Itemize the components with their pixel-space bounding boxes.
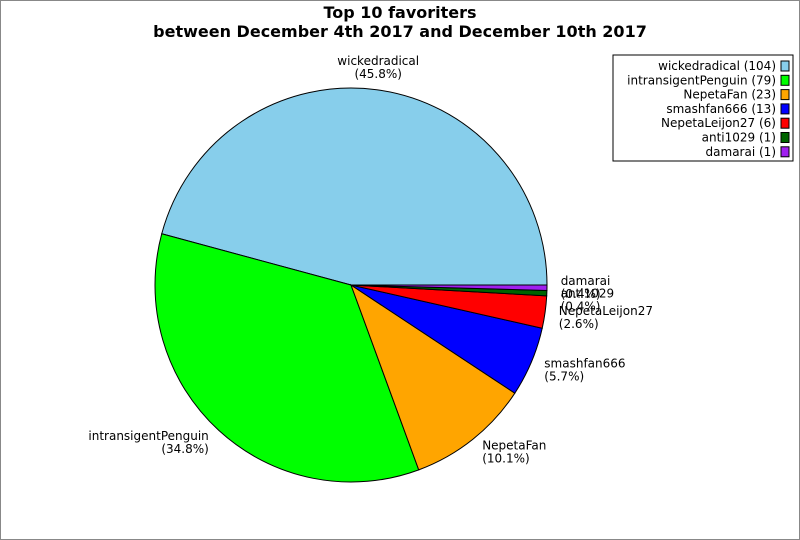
slice-percent-intransigentpenguin: (34.8%)	[161, 442, 208, 456]
legend-label-wickedradical: wickedradical (104)	[658, 59, 776, 73]
slice-label-damarai: damarai	[561, 274, 611, 288]
slice-percent-damarai: (0.4%)	[561, 287, 601, 301]
chart-subtitle: between December 4th 2017 and December 1…	[153, 22, 647, 41]
slice-percent-anti1029: (0.4%)	[561, 300, 601, 314]
slice-percent-wickedradical: (45.8%)	[354, 67, 401, 81]
slice-label-nepetafan: NepetaFan	[482, 439, 546, 453]
slice-label-intransigentpenguin: intransigentPenguin	[88, 429, 208, 443]
slice-label-wickedradical: wickedradical	[337, 54, 419, 68]
legend-swatch-smashfan666	[780, 103, 790, 115]
legend-swatch-intransigentpenguin	[780, 74, 790, 86]
legend-box	[612, 54, 794, 162]
legend: wickedradical (104)intransigentPenguin (…	[612, 54, 794, 162]
legend-swatch-damarai	[780, 146, 790, 158]
slice-wickedradical	[161, 87, 548, 286]
legend-label-smashfan666: smashfan666 (13)	[666, 102, 776, 116]
legend-swatch-nepetafan	[780, 89, 790, 101]
slice-labels: wickedradical(45.8%)intransigentPenguin(…	[88, 54, 653, 466]
slice-nepetafan	[350, 283, 516, 471]
slice-label-smashfan666: smashfan666	[544, 357, 625, 371]
legend-label-intransigentpenguin: intransigentPenguin (79)	[627, 73, 776, 87]
slice-label-anti1029: anti1029	[561, 287, 615, 301]
legend-swatch-wickedradical	[780, 60, 790, 72]
slice-damarai	[350, 284, 548, 291]
legend-swatch-nepetaleijon27	[780, 117, 790, 129]
slice-percent-nepetafan: (10.1%)	[482, 452, 529, 466]
slice-percent-nepetaleijon27: (2.6%)	[559, 317, 599, 331]
pie-slices	[154, 87, 548, 483]
legend-label-anti1029: anti1029 (1)	[702, 131, 776, 145]
legend-label-damarai: damarai (1)	[706, 145, 776, 159]
legend-swatch-anti1029	[780, 132, 790, 143]
legend-label-nepetafan: NepetaFan (23)	[683, 88, 776, 102]
chart-title: Top 10 favoriters	[323, 3, 476, 22]
slice-percent-smashfan666: (5.7%)	[544, 370, 584, 384]
slice-label-nepetaleijon27: NepetaLeijon27	[559, 304, 653, 318]
legend-label-nepetaleijon27: NepetaLeijon27 (6)	[661, 116, 776, 130]
slice-intransigentpenguin	[154, 233, 420, 483]
